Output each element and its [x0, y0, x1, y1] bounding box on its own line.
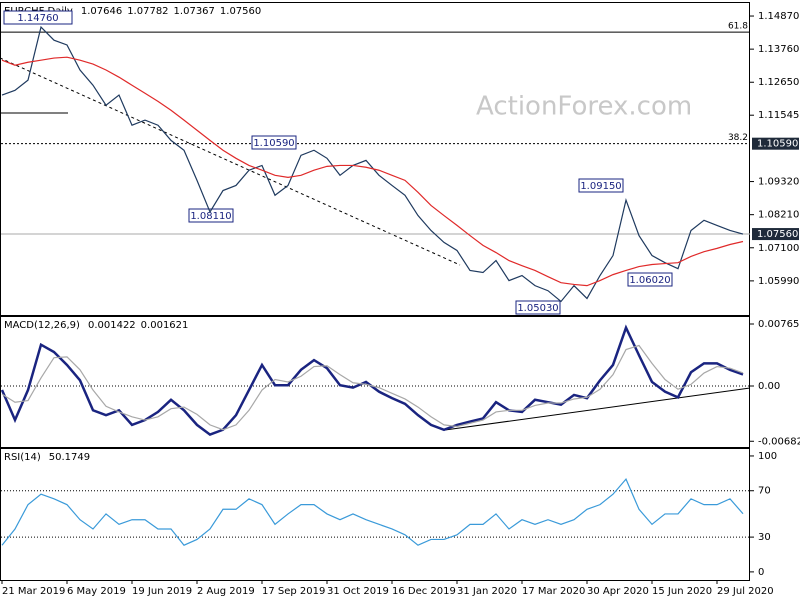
annotation: 1.06020 — [629, 275, 670, 286]
fib-level-label: 61.8 — [728, 22, 748, 32]
x-tick-label: 17 Sep 2019 — [262, 586, 325, 597]
annotation-box — [627, 272, 673, 287]
x-tick-label: 31 Oct 2019 — [327, 586, 389, 597]
series-line — [1, 344, 744, 431]
price-tag — [752, 228, 799, 241]
indicator-title: MACD(12,26,9) — [4, 320, 80, 331]
annotation: 1.10590 — [253, 138, 294, 149]
y-tick-label: 1.12650 — [758, 77, 799, 88]
x-tick-label: 31 Jan 2020 — [457, 586, 517, 597]
macd-trend-line — [444, 387, 751, 431]
price-panel — [0, 2, 750, 316]
x-tick-label: 16 Dec 2019 — [392, 586, 456, 597]
y-tick-label: 1.13760 — [758, 44, 799, 55]
watermark: ActionForex.com — [476, 92, 692, 122]
readout: 0.001422 — [88, 320, 136, 331]
x-tick-label: 17 Mar 2020 — [522, 586, 585, 597]
y-tick-label: 100 — [758, 451, 777, 462]
indicator-title: RSI(14) — [4, 452, 41, 463]
annotation-box — [578, 178, 624, 193]
y-tick-label: 1.07100 — [758, 243, 799, 254]
annotation: 1.05030 — [517, 303, 558, 314]
series-line — [1, 25, 744, 303]
readout: 1.07560 — [220, 6, 261, 17]
annotation-box — [3, 10, 73, 25]
annotation: 1.14760 — [17, 13, 58, 24]
x-tick-label: 29 Jul 2020 — [717, 586, 774, 597]
y-tick-label: 30 — [758, 532, 771, 543]
x-tick-label: 15 Jun 2020 — [652, 586, 712, 597]
y-tick-label: 1.11545 — [758, 110, 799, 121]
series-line — [1, 478, 744, 546]
x-tick-label: 21 Mar 2019 — [2, 586, 65, 597]
readout: 50.1749 — [49, 452, 90, 463]
macd-panel — [0, 316, 750, 448]
readout: 1.07782 — [127, 6, 168, 17]
x-tick-label: 2 Aug 2019 — [197, 586, 255, 597]
price-tag-label: 1.10590 — [757, 139, 798, 150]
annotation-box — [188, 208, 234, 223]
y-tick-label: 1.08210 — [758, 210, 799, 221]
y-tick-label: 0 — [758, 567, 764, 578]
price-tag-label: 1.07560 — [757, 229, 798, 240]
x-tick-label: 30 Apr 2020 — [587, 586, 649, 597]
y-tick-label: -0.006822 — [758, 436, 800, 447]
annotation: 1.08110 — [190, 211, 231, 222]
annotation-box — [251, 135, 297, 150]
rsi-panel — [0, 448, 750, 581]
y-tick-label: 70 — [758, 486, 771, 497]
y-tick-label: 1.14870 — [758, 11, 799, 22]
price-tag — [752, 137, 799, 150]
y-tick-label: 1.09320 — [758, 177, 799, 188]
readout: 1.07646 — [81, 6, 122, 17]
readout: 0.001621 — [141, 320, 189, 331]
x-tick-label: 6 May 2019 — [67, 586, 126, 597]
y-tick-label: 0.00 — [758, 381, 780, 392]
y-tick-label: 1.05990 — [758, 276, 799, 287]
readout: 1.07367 — [174, 6, 215, 17]
annotation-box — [515, 300, 561, 315]
series-line — [0, 324, 744, 437]
trend-line — [0, 57, 461, 266]
y-tick-label: 0.007655 — [758, 319, 800, 330]
x-tick-label: 19 Jun 2019 — [132, 586, 192, 597]
annotation: 1.09150 — [580, 181, 621, 192]
series-line — [1, 56, 744, 287]
fib-level-label: 38.2 — [728, 133, 748, 143]
